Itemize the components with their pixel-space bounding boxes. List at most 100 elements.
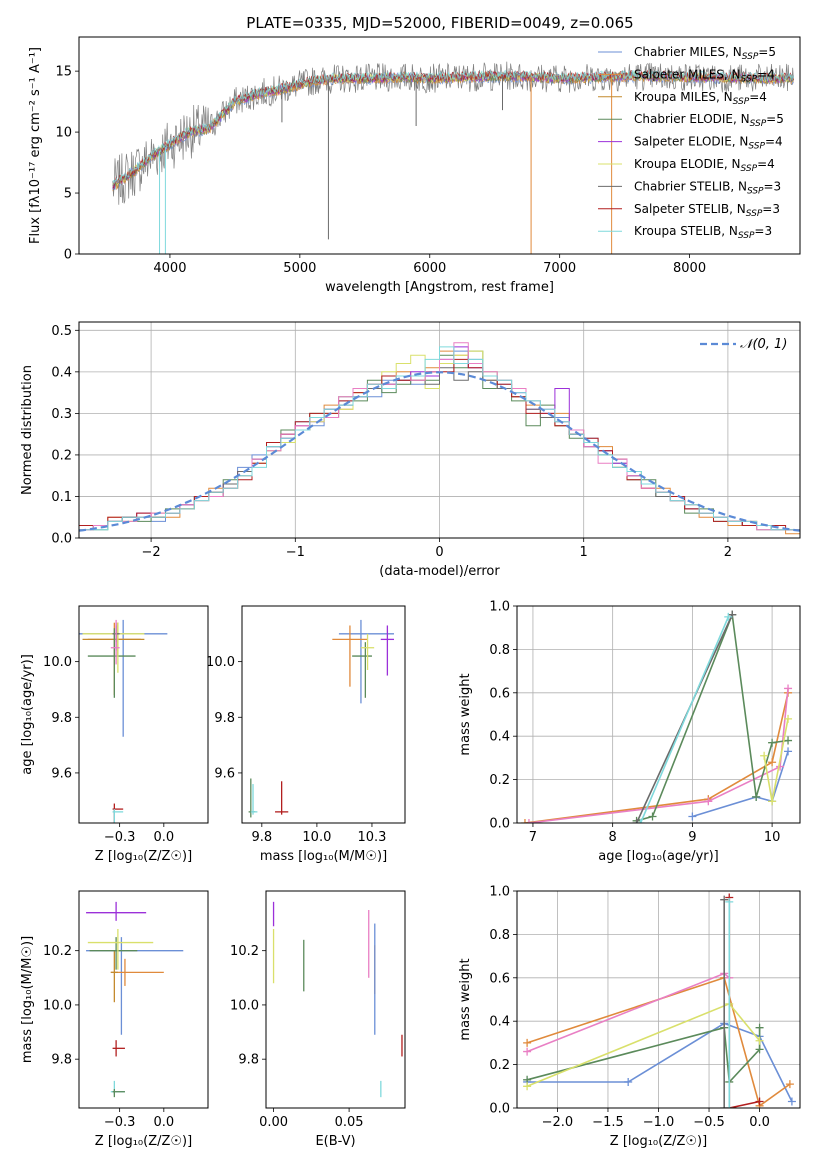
y-tick-label: 9.8 [51, 1053, 72, 1068]
mass-weight-marker [768, 738, 777, 747]
x-tick-label: 0.0 [153, 830, 174, 845]
mass-weight-line [636, 611, 789, 822]
x-tick-label: 8 [609, 830, 617, 845]
y-tick-label: 10.2 [43, 944, 72, 959]
error-bar-point [338, 619, 394, 704]
panel-residuals: −2 −1 0 1 2 0.0 0.1 0.2 0.3 0.4 0.5 (data-model)/er… [20, 321, 801, 579]
histogram-step [79, 346, 800, 538]
y-tick-label: 9.8 [238, 1053, 259, 1068]
x-tick-label: 0.0 [749, 1115, 770, 1130]
mass-weight-line [526, 976, 791, 1108]
error-bar-point [110, 619, 120, 665]
y-tick-label: 9.8 [51, 711, 72, 726]
plot-area [523, 893, 796, 1108]
y-tick-label: 0.8 [489, 928, 510, 943]
mass-weight-marker [784, 736, 793, 745]
x-tick-label: 10 [764, 830, 781, 845]
axes-frame [78, 36, 801, 255]
mass-weight-marker [787, 1097, 796, 1106]
y-tick-label: 0.4 [489, 1015, 510, 1030]
error-bar-point [110, 958, 164, 986]
y-tick-label: 10 [55, 126, 72, 141]
y-tick-label: 0 [64, 248, 72, 263]
plot-area [520, 610, 793, 823]
mass-weight-marker [632, 819, 641, 823]
legend-entry: Chabrier STELIB, NSSP=3 [634, 179, 781, 196]
axes-frame [516, 605, 801, 824]
error-bar-point [110, 950, 118, 1003]
mass-weight-marker [720, 895, 729, 904]
y-axis-label: Flux [fλ10⁻¹⁷ erg cm⁻² s⁻¹ A⁻¹] [28, 47, 43, 244]
x-tick-label: 7000 [543, 261, 576, 276]
x-tick-label: 6000 [413, 261, 446, 276]
y-tick-label: 0.2 [489, 773, 510, 788]
x-tick-label: 9.8 [251, 830, 272, 845]
x-tick-label: −0.5 [693, 1115, 725, 1130]
legend-entry: Kroupa ELODIE, NSSP=4 [634, 157, 775, 174]
panel-age_vs_Z: −0.3 0.0 9.6 9.8 10.0 Z [log₁₀(Z/Z☉)] age [log… [20, 605, 209, 864]
x-axis-label: Z [log₁₀(Z/Z☉)] [95, 849, 192, 864]
x-axis-label: Z [log₁₀(Z/Z☉)] [95, 1134, 192, 1149]
mass-weight-line [639, 616, 730, 823]
y-tick-label: 1.0 [489, 600, 510, 615]
y-tick-label: 9.6 [51, 766, 72, 781]
figure-title: PLATE=0335, MJD=52000, FIBERID=0049, z=0… [246, 14, 633, 32]
error-bar-point [82, 622, 145, 657]
error-bar-point [275, 781, 289, 815]
y-tick-label: 0.4 [489, 730, 510, 745]
axes-frame [516, 890, 801, 1109]
y-tick-label: 0.0 [489, 1102, 510, 1117]
x-tick-label: 4000 [153, 261, 186, 276]
error-bar-point [86, 937, 184, 1035]
error-bar-point [360, 633, 375, 670]
mass-weight-marker [648, 812, 657, 821]
y-tick-label: 0.2 [489, 1058, 510, 1073]
plot-area [248, 619, 394, 818]
y-tick-label: 0.5 [51, 324, 72, 339]
axes-frame [265, 890, 406, 1109]
error-bar-point [352, 642, 372, 698]
error-bar-point [112, 809, 124, 823]
y-tick-label: 0.1 [51, 490, 72, 505]
y-tick-label: 10.0 [206, 655, 235, 670]
x-tick-label: 9 [688, 830, 696, 845]
legend-entry: Salpeter ELODIE, NSSP=4 [634, 135, 783, 152]
x-tick-label: 2 [724, 545, 732, 560]
mass-weight-marker [784, 684, 793, 693]
mass-weight-marker [768, 797, 777, 806]
legend-entry: Kroupa MILES, NSSP=4 [634, 90, 767, 107]
x-tick-label: 0.05 [335, 1115, 364, 1130]
mass-weight-marker [725, 897, 734, 906]
y-tick-label: 0.4 [51, 365, 72, 380]
legend-entry: Kroupa STELIB, NSSP=3 [634, 224, 772, 241]
y-tick-label: 10.2 [230, 944, 259, 959]
error-bar-point [110, 1080, 125, 1095]
y-axis-label: Normed distribution [20, 365, 35, 495]
y-tick-label: 5 [64, 187, 72, 202]
x-tick-label: 10.0 [302, 830, 331, 845]
mass-weight-marker [755, 1045, 764, 1054]
y-tick-label: 10.0 [43, 998, 72, 1013]
legend-entry: Salpeter STELIB, NSSP=3 [634, 202, 780, 219]
mass-weight-marker [784, 747, 793, 756]
x-tick-label: 5000 [283, 261, 316, 276]
x-tick-label: 7 [529, 830, 537, 845]
mass-weight-marker [520, 819, 529, 823]
mass-weight-marker [752, 792, 761, 801]
plot-area [79, 619, 168, 823]
x-tick-label: 0.0 [153, 1115, 174, 1130]
error-bar-point [332, 625, 368, 687]
x-axis-label: age [log₁₀(age/yr)] [598, 849, 719, 864]
x-tick-label: 8000 [673, 261, 706, 276]
y-axis-label: mass weight [458, 958, 473, 1040]
panel-mass_weight_vs_Z: −2.0 −1.5 −1.0 −0.5 0.0 0.0 0.2 0.4 0.6 0.8 1.0 Z [… [458, 885, 801, 1149]
x-tick-label: 10.3 [357, 830, 386, 845]
y-tick-label: 9.8 [214, 711, 235, 726]
y-tick-label: 0.8 [489, 643, 510, 658]
x-tick-label: −1 [286, 545, 305, 560]
x-axis-label: E(B-V) [315, 1134, 355, 1149]
y-tick-label: 0.0 [489, 817, 510, 832]
plot-area [86, 901, 184, 1098]
